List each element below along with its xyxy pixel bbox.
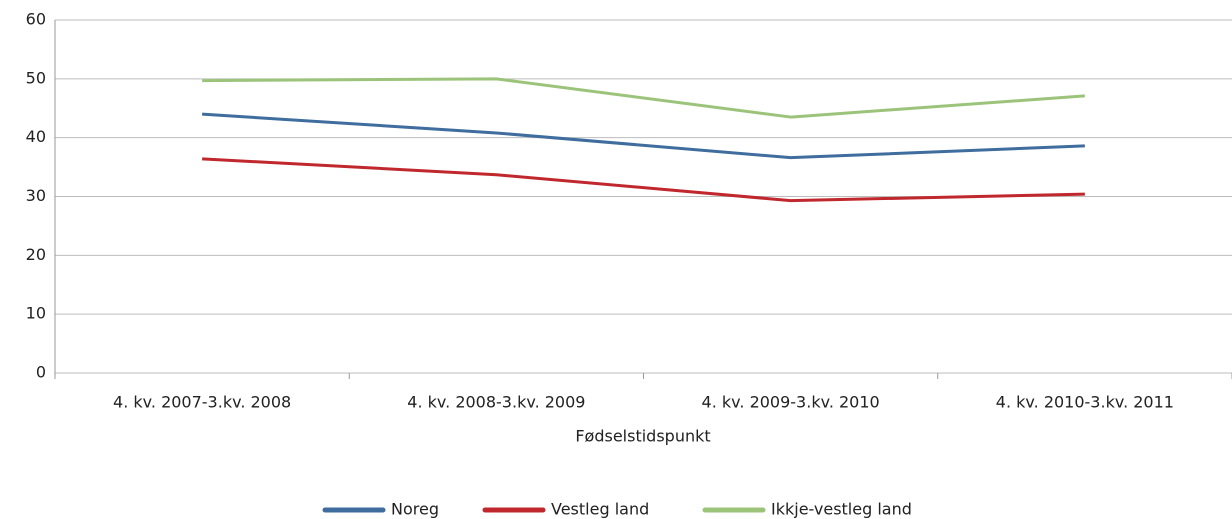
series-line	[202, 112, 1085, 160]
x-tick-label: 4. kv. 2009-3.kv. 2010	[702, 393, 880, 412]
y-tick-label: 30	[26, 186, 46, 205]
x-tick-label: 4. kv. 2010-3.kv. 2011	[996, 393, 1174, 412]
x-tick-label: 4. kv. 2008-3.kv. 2009	[407, 393, 585, 412]
series-line	[202, 77, 1085, 119]
series-line	[202, 157, 1085, 203]
y-tick-label: 0	[36, 363, 46, 382]
y-tick-label: 60	[26, 10, 46, 29]
y-tick-label: 10	[26, 304, 46, 323]
y-tick-label: 20	[26, 245, 46, 264]
legend-label: Vestleg land	[551, 500, 649, 519]
x-tick-label: 4. kv. 2007-3.kv. 2008	[113, 393, 291, 412]
legend-label: Noreg	[391, 500, 439, 519]
x-axis-title: Fødselstidspunkt	[575, 427, 710, 446]
legend-label: Ikkje-vestleg land	[771, 500, 912, 519]
y-tick-label: 50	[26, 68, 46, 87]
y-tick-label: 40	[26, 127, 46, 146]
